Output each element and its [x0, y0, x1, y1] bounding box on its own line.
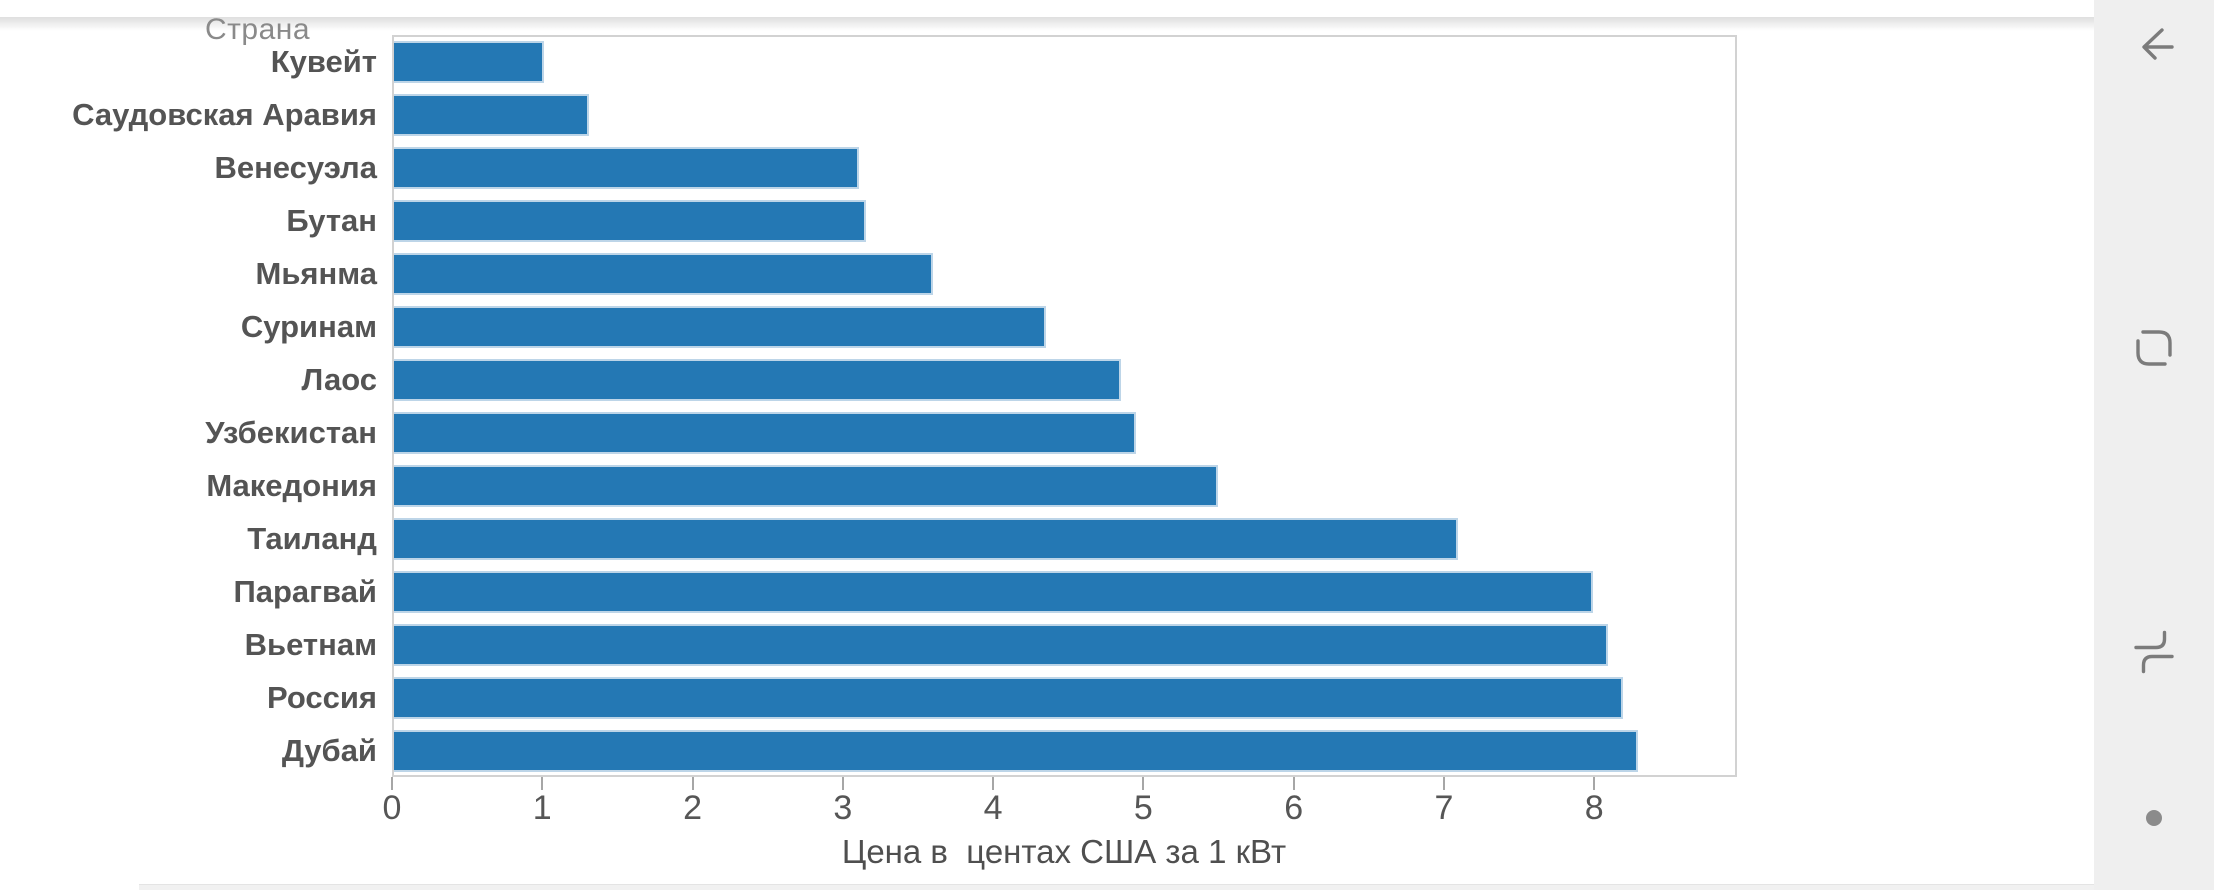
- x-tick-label: 1: [532, 789, 552, 827]
- x-tick: [691, 777, 694, 790]
- x-tick-label: 5: [1133, 789, 1153, 827]
- category-label: Таиланд: [247, 521, 377, 556]
- x-tick-label: 8: [1584, 789, 1604, 827]
- back-icon: [2142, 28, 2174, 60]
- hide-navbar-dot[interactable]: [2146, 810, 2162, 826]
- home-button[interactable]: [2126, 320, 2182, 376]
- bar: [394, 729, 1638, 772]
- category-label: Кувейт: [270, 44, 377, 79]
- x-tick: [1593, 777, 1596, 790]
- category-label: Парагвай: [233, 574, 377, 609]
- category-label: Саудовская Аравия: [72, 97, 377, 132]
- x-axis-title: Цена в центах США за 1 кВт: [841, 833, 1287, 870]
- bar: [394, 305, 1046, 348]
- recents-icon: [2134, 630, 2174, 674]
- category-label: Вьетнам: [244, 627, 377, 662]
- country-column-header-label: Страна: [205, 13, 311, 46]
- x-tick: [1142, 777, 1145, 790]
- bar: [394, 676, 1623, 719]
- x-tick: [992, 777, 995, 790]
- bar: [394, 358, 1121, 401]
- bar: [394, 252, 934, 295]
- category-label: Венесуэла: [214, 150, 377, 185]
- x-tick-label: 7: [1434, 789, 1454, 827]
- category-labels-column: Кувейт Саудовская Аравия Венесуэла Бутан Мья…: [0, 35, 377, 777]
- recents-button[interactable]: [2126, 624, 2182, 680]
- category-label: Россия: [266, 680, 377, 715]
- x-tick: [841, 777, 844, 790]
- x-tick: [391, 777, 393, 790]
- bar: [394, 570, 1593, 613]
- x-tick: [1292, 777, 1295, 790]
- bar: [394, 464, 1219, 507]
- back-button[interactable]: [2126, 19, 2182, 75]
- x-tick-label: 2: [683, 789, 703, 827]
- appbar-shadow: [0, 17, 2094, 31]
- x-tick-label: 3: [833, 789, 853, 827]
- x-tick: [1442, 777, 1445, 790]
- x-tick-label: 6: [1284, 789, 1304, 827]
- bar: [394, 623, 1608, 666]
- content-divider: [139, 884, 2094, 890]
- bar: [394, 93, 589, 136]
- category-label: Узбекистан: [205, 415, 377, 450]
- category-label: Лаос: [301, 362, 377, 397]
- country-column-header: Страна: [205, 14, 322, 46]
- bar: [394, 40, 544, 83]
- bar: [394, 411, 1136, 454]
- bar: [394, 517, 1458, 560]
- x-tick-label: 0: [382, 789, 402, 827]
- category-label: Дубай: [281, 733, 377, 768]
- category-label: Македония: [206, 468, 377, 503]
- category-label: Бутан: [286, 203, 377, 238]
- navigation-bar: [2094, 0, 2214, 890]
- app-content: Страна Кувейт Саудовская Аравия Венесуэла Б…: [0, 13, 2094, 890]
- chart-plot-area: [392, 35, 1737, 777]
- bar: [394, 199, 867, 242]
- category-label: Мьянма: [255, 256, 377, 291]
- x-tick: [541, 777, 544, 790]
- bar: [394, 146, 859, 189]
- category-label: Суринам: [240, 309, 377, 344]
- x-tick-label: 4: [983, 789, 1003, 827]
- home-icon: [2136, 330, 2172, 366]
